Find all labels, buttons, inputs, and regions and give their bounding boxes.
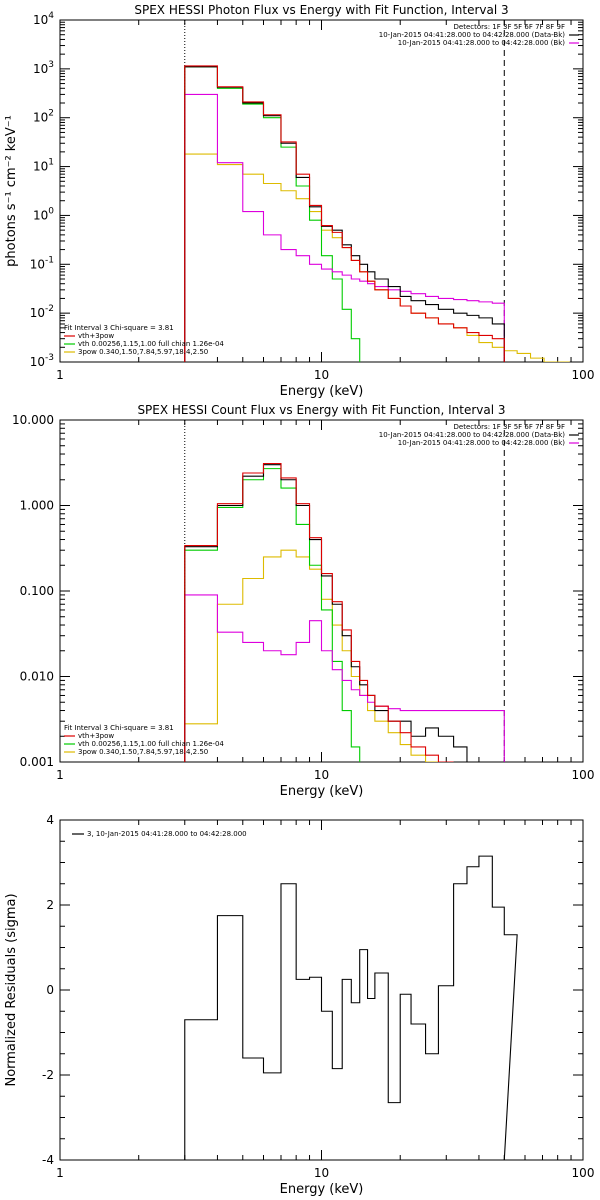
y-tick-label: 100 [33, 206, 54, 222]
y-axis-label: Normalized Residuals (sigma) [4, 893, 19, 1086]
series-line-1 [184, 594, 505, 762]
y-tick-label: 1.000 [20, 499, 54, 513]
series-line-2 [184, 462, 454, 762]
residuals-panel: 1 10 100 -4 -2 0 2 4 Energy (keV) Normalized Resi… [4, 813, 594, 1197]
legend-bottom-entry: 3pow 0.340,1.50,7.84,5.97,18.4,2.50 [78, 748, 208, 756]
legend-bottom-entry: vth+3pow [78, 332, 114, 340]
y-axis-label: photons s⁻¹ cm⁻² keV⁻¹ [4, 115, 19, 267]
photon-flux-panel: SPEX HESSI Photon Flux vs Energy with Fi… [4, 3, 594, 399]
y-tick-label: 0.010 [20, 670, 54, 684]
x-tick-label: 1 [56, 768, 64, 782]
y-tick-label: 2 [46, 898, 54, 912]
x-tick-label: 1 [56, 1166, 64, 1180]
y-tick-label: 0.100 [20, 584, 54, 598]
y-tick-label: -4 [42, 1153, 54, 1167]
y-tick-label: 10-2 [30, 304, 54, 320]
y-tick-label: 10.000 [12, 413, 54, 427]
legend-bottom-entry: Fit Interval 3 Chi-square = 3.81 [64, 724, 174, 732]
y-tick-label: 104 [33, 11, 54, 27]
series-line-0 [184, 66, 505, 362]
legend-bottom-entry: vth 0.00256,1.15,1.00 full chian 1.26e-0… [78, 340, 224, 348]
chart-title: SPEX HESSI Count Flux vs Energy with Fit… [137, 403, 505, 417]
y-tick-label: 101 [33, 158, 54, 174]
x-tick-label: 10 [314, 768, 329, 782]
chart-title: SPEX HESSI Photon Flux vs Energy with Fi… [134, 3, 508, 17]
y-tick-label: 4 [46, 813, 54, 827]
x-tick-label: 100 [572, 768, 595, 782]
series-line-0 [184, 855, 518, 1160]
y-tick-label: 0 [46, 983, 54, 997]
x-axis-label: Energy (keV) [280, 1182, 364, 1197]
legend-top-entry: 10-Jan-2015 04:41:28.000 to 04:42:28.000… [398, 439, 566, 447]
x-tick-label: 1 [56, 368, 64, 382]
series-line-3 [184, 66, 361, 362]
x-tick-label: 10 [314, 368, 329, 382]
y-tick-label: 0.001 [20, 755, 54, 769]
legend-top-entry: 10-Jan-2015 04:41:28.000 to 04:42:28.000… [379, 431, 566, 439]
legend-bottom-entry: vth 0.00256,1.15,1.00 full chian 1.26e-0… [78, 740, 224, 748]
legend-top-entry: Detectors: 1F 3F 5F 6F 7F 8F 9F [454, 23, 565, 31]
x-axis-label: Energy (keV) [280, 384, 364, 399]
x-tick-label: 100 [572, 368, 595, 382]
legend-top-entry: Detectors: 1F 3F 5F 6F 7F 8F 9F [454, 423, 565, 431]
series-line-2 [184, 65, 505, 362]
x-axis-label: Energy (keV) [280, 784, 364, 799]
y-tick-label: 103 [33, 60, 54, 76]
y-tick-label: 102 [33, 109, 54, 125]
legend-top-entry: 10-Jan-2015 04:41:28.000 to 04:42:28.000… [379, 31, 566, 39]
y-tick-label: 10-1 [30, 255, 54, 271]
legend-top-entry: 3, 10-Jan-2015 04:41:28.000 to 04:42:28.… [87, 830, 247, 838]
count-flux-panel: SPEX HESSI Count Flux vs Energy with Fit… [12, 403, 594, 799]
legend-bottom-entry: Fit Interval 3 Chi-square = 3.81 [64, 324, 174, 332]
legend-bottom-entry: 3pow 0.340,1.50,7.84,5.97,18.4,2.50 [78, 348, 208, 356]
x-tick-label: 10 [314, 1166, 329, 1180]
y-tick-label: 10-3 [30, 353, 54, 369]
y-tick-label: -2 [42, 1068, 54, 1082]
x-tick-label: 100 [572, 1166, 595, 1180]
legend-top-entry: 10-Jan-2015 04:41:28.000 to 04:42:28.000… [398, 39, 566, 47]
legend-bottom-entry: vth+3pow [78, 732, 114, 740]
series-line-3 [184, 468, 361, 762]
series-line-1 [184, 93, 505, 362]
